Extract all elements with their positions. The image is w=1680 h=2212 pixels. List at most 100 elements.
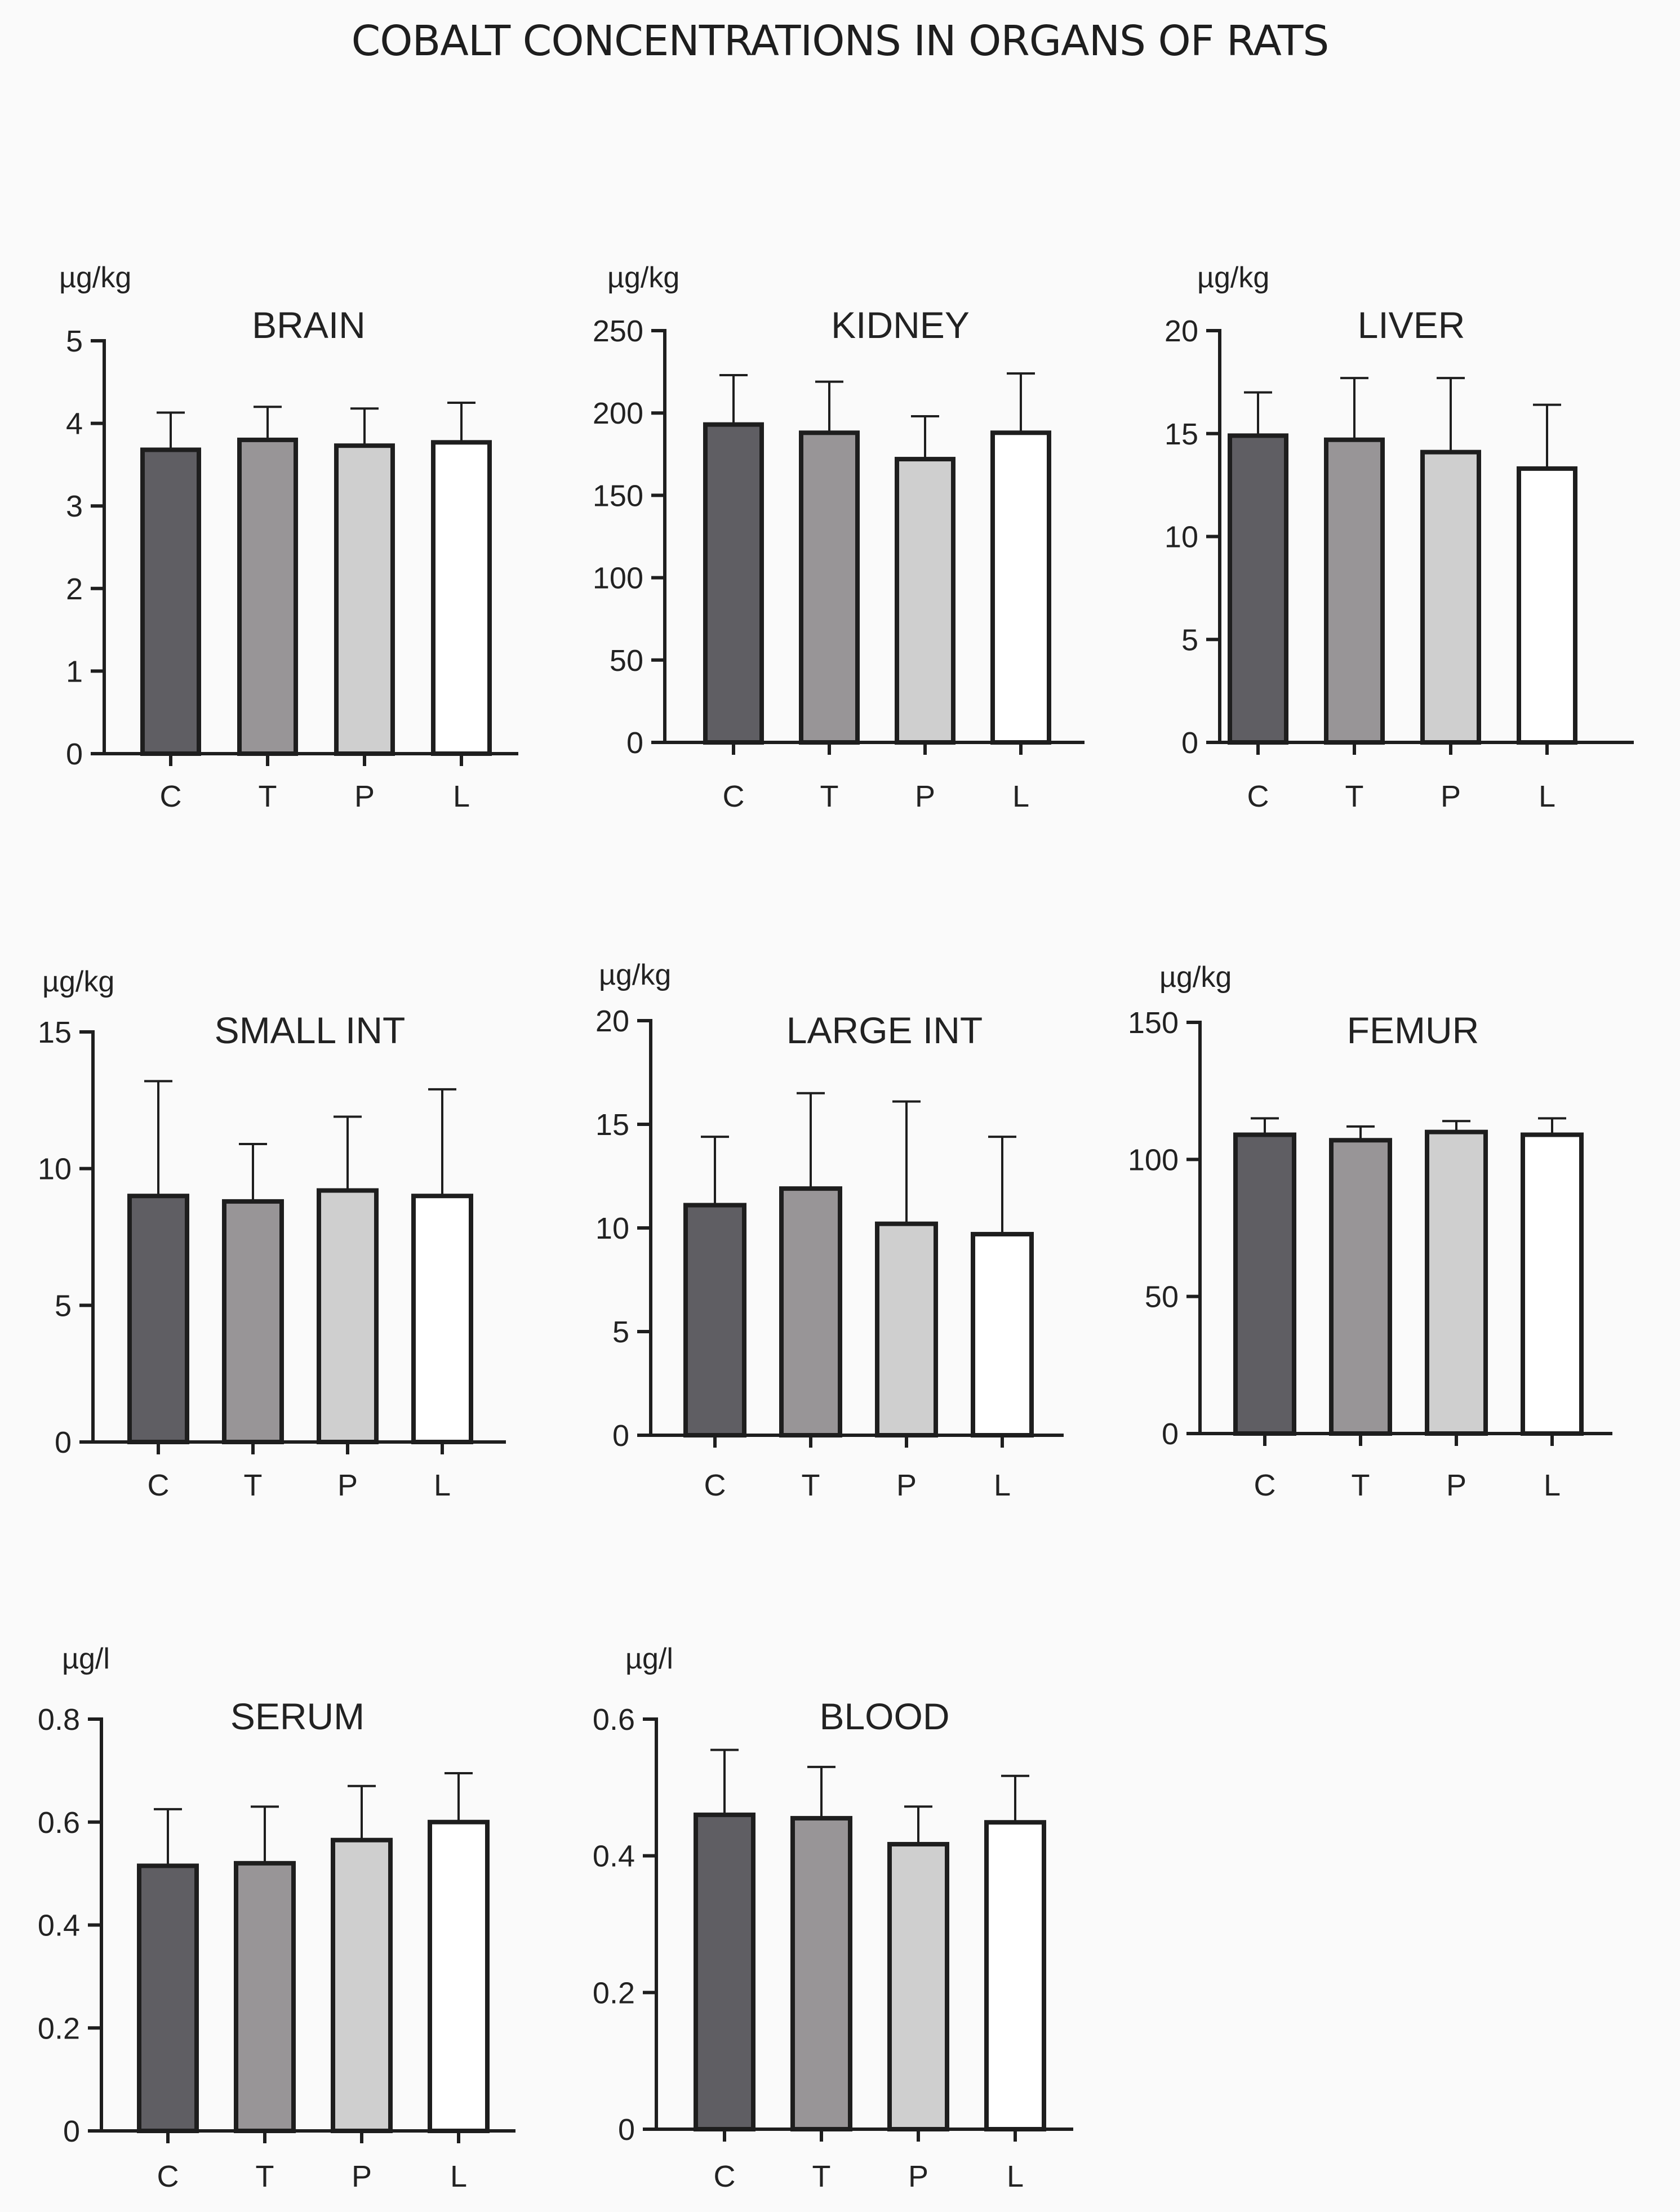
- brain-y-tick-label: 2: [66, 572, 83, 606]
- large-int-x-label-T: T: [802, 1468, 820, 1502]
- brain-unit-label: µg/kg: [59, 261, 131, 294]
- femur-y-tick-label: 150: [1128, 1006, 1179, 1040]
- blood-unit-label: µg/l: [625, 1643, 673, 1675]
- small-int-x-label-P: P: [337, 1468, 358, 1502]
- serum-y-tick-label: 0.6: [38, 1806, 80, 1840]
- panel-kidney: µg/kg KIDNEY C T P L 0 50 100 150 200 250: [593, 261, 1085, 813]
- brain-y-tick-label: 0: [66, 737, 83, 771]
- kidney-bar-P: [895, 457, 955, 745]
- small-int-y-tick-label: 0: [55, 1426, 72, 1459]
- brain-bar-L: [431, 440, 492, 756]
- kidney-x-label-T: T: [820, 780, 839, 813]
- kidney-y-tick-label: 0: [626, 726, 643, 760]
- liver-y-tick-label: 0: [1181, 726, 1198, 760]
- large-int-x-label-L: L: [994, 1468, 1011, 1502]
- small-int-y-tick-label: 10: [38, 1152, 72, 1186]
- blood-y-tick-label: 0.4: [593, 1840, 635, 1873]
- kidney-bar-C: [703, 422, 764, 745]
- kidney-y-tick-label: 250: [593, 314, 643, 348]
- small-int-x-label-C: C: [148, 1468, 170, 1502]
- blood-y-tick-label: 0.6: [593, 1703, 635, 1737]
- large-int-x-label-P: P: [896, 1468, 917, 1502]
- large-int-bar-P: [875, 1221, 938, 1437]
- brain-x-label-L: L: [453, 780, 470, 813]
- large-int-y-tick-label: 15: [595, 1108, 629, 1142]
- femur-bar-C: [1233, 1132, 1296, 1436]
- blood-bar-P: [887, 1842, 949, 2132]
- kidney-x-label-L: L: [1012, 780, 1029, 813]
- brain-title: BRAIN: [252, 304, 366, 346]
- large-int-y-tick-label: 20: [595, 1004, 629, 1038]
- blood-y-tick-label: 0: [618, 2113, 635, 2147]
- serum-bar-P: [331, 1837, 393, 2133]
- kidney-bar-T: [799, 430, 860, 745]
- serum-x-label-L: L: [450, 2160, 467, 2193]
- kidney-bar-L: [990, 430, 1051, 745]
- small-int-bar-P: [317, 1188, 379, 1445]
- femur-bar-L: [1521, 1132, 1584, 1436]
- panel-liver: µg/kg LIVER C T P L 0 5 10 15 20: [1165, 261, 1634, 813]
- liver-x-label-T: T: [1345, 780, 1364, 813]
- page-title: COBALT CONCENTRATIONS IN ORGANS OF RATS: [351, 17, 1330, 65]
- large-int-unit-label: µg/kg: [599, 959, 671, 991]
- liver-bar-P: [1420, 449, 1481, 745]
- femur-y-tick-label: 100: [1128, 1143, 1179, 1177]
- liver-y-tick-label: 20: [1165, 314, 1198, 348]
- kidney-x-label-C: C: [723, 780, 745, 813]
- femur-unit-label: µg/kg: [1159, 961, 1232, 994]
- serum-bar-T: [234, 1861, 296, 2134]
- blood-x-label-T: T: [812, 2160, 831, 2193]
- panel-serum: µg/l SERUM C T P L 0 0.2 0.4 0.6 0.8: [38, 1643, 515, 2193]
- kidney-y-tick-label: 50: [610, 644, 643, 678]
- liver-unit-label: µg/kg: [1197, 261, 1269, 294]
- kidney-y-tick-label: 100: [593, 562, 643, 595]
- brain-bar-C: [140, 447, 201, 756]
- large-int-y-tick-label: 5: [612, 1315, 629, 1349]
- femur-x-label-C: C: [1254, 1468, 1276, 1502]
- femur-x-label-L: L: [1544, 1468, 1561, 1502]
- brain-y-tick-label: 3: [66, 489, 83, 523]
- femur-y-tick-label: 0: [1162, 1417, 1179, 1451]
- liver-title: LIVER: [1358, 304, 1465, 346]
- small-int-bar-T: [222, 1199, 284, 1445]
- liver-bar-T: [1324, 437, 1385, 745]
- blood-title: BLOOD: [819, 1695, 949, 1737]
- liver-y-tick-label: 10: [1165, 520, 1198, 554]
- blood-bar-L: [984, 1820, 1046, 2132]
- serum-x-label-C: C: [157, 2160, 179, 2193]
- large-int-y-tick-label: 0: [612, 1419, 629, 1453]
- small-int-x-label-T: T: [244, 1468, 263, 1502]
- blood-x-label-L: L: [1007, 2160, 1024, 2193]
- femur-title: FEMUR: [1347, 1009, 1479, 1051]
- brain-bar-T: [237, 437, 298, 756]
- small-int-y-tick-label: 15: [38, 1016, 72, 1049]
- femur-bar-T: [1329, 1138, 1392, 1436]
- small-int-title: SMALL INT: [215, 1009, 406, 1051]
- serum-bar-C: [137, 1863, 199, 2133]
- large-int-y-tick-label: 10: [595, 1212, 629, 1245]
- brain-x-label-C: C: [160, 780, 182, 813]
- large-int-bar-C: [683, 1203, 746, 1438]
- liver-bar-C: [1228, 433, 1288, 745]
- kidney-x-label-P: P: [915, 780, 935, 813]
- brain-y-tick-label: 4: [66, 407, 83, 441]
- serum-y-tick-label: 0.2: [38, 2011, 80, 2045]
- liver-y-tick-label: 5: [1181, 623, 1198, 657]
- small-int-x-label-L: L: [434, 1468, 451, 1502]
- blood-y-tick-label: 0.2: [593, 1976, 635, 2010]
- serum-bar-L: [428, 1819, 490, 2133]
- brain-bar-P: [334, 443, 395, 756]
- large-int-title: LARGE INT: [786, 1009, 983, 1051]
- large-int-x-label-C: C: [704, 1468, 726, 1502]
- serum-x-label-T: T: [256, 2160, 274, 2193]
- liver-x-label-C: C: [1247, 780, 1269, 813]
- liver-y-tick-label: 15: [1165, 417, 1198, 451]
- panel-femur: µg/kg FEMUR C T P L 0 50 100 150: [1128, 961, 1612, 1502]
- serum-y-tick-label: 0.8: [38, 1703, 80, 1737]
- serum-title: SERUM: [230, 1695, 365, 1737]
- brain-y-tick-label: 5: [66, 324, 83, 358]
- panel-large-int: µg/kg LARGE INT C T P L 0 5 10 15 20: [595, 959, 1064, 1502]
- femur-bar-P: [1425, 1129, 1488, 1436]
- kidney-unit-label: µg/kg: [607, 261, 679, 294]
